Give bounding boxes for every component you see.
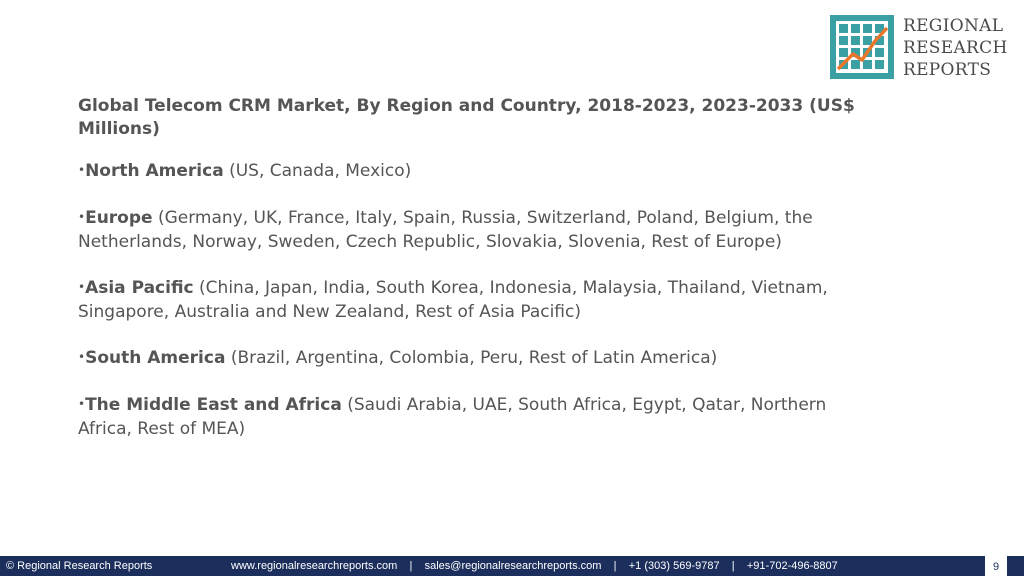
footer-contacts: www.regionalresearchreports.com | sales@… [231, 560, 838, 572]
region-item: •Europe (Germany, UK, France, Italy, Spa… [78, 207, 868, 254]
footer-bar: © Regional Research Reports www.regional… [0, 556, 1024, 576]
bullet-icon: • [78, 163, 86, 177]
footer-copyright: © Regional Research Reports [6, 560, 153, 572]
logo-line: REGIONAL [903, 16, 1004, 36]
region-name: Asia Pacific [85, 278, 194, 298]
logo-line: REPORTS [903, 60, 992, 80]
region-countries: (Germany, UK, France, Italy, Spain, Russ… [78, 208, 813, 252]
logo-chart-icon [830, 15, 894, 79]
region-name: Europe [85, 208, 153, 228]
region-item: •North America (US, Canada, Mexico) [78, 160, 868, 184]
company-logo: REGIONAL RESEARCH REPORTS [829, 14, 1009, 82]
region-countries: (China, Japan, India, South Korea, Indon… [78, 278, 828, 322]
bullet-icon: • [78, 350, 86, 364]
bullet-icon: • [78, 397, 86, 411]
slide-title: Global Telecom CRM Market, By Region and… [78, 96, 855, 139]
region-countries: (US, Canada, Mexico) [223, 161, 412, 181]
logo-wordmark: REGIONAL RESEARCH REPORTS [903, 15, 1008, 81]
region-name: South America [85, 348, 226, 368]
bullet-icon: • [78, 210, 86, 224]
region-name: The Middle East and Africa [85, 395, 342, 415]
page-number: 9 [985, 556, 1007, 576]
region-item: •The Middle East and Africa (Saudi Arabi… [78, 394, 868, 441]
region-item: •South America (Brazil, Argentina, Colom… [78, 347, 868, 371]
region-name: North America [85, 161, 224, 181]
bullet-icon: • [78, 280, 86, 294]
region-item: •Asia Pacific (China, Japan, India, Sout… [78, 277, 868, 324]
region-countries: (Saudi Arabia, UAE, South Africa, Egypt,… [78, 395, 827, 439]
region-countries: (Brazil, Argentina, Colombia, Peru, Rest… [225, 348, 718, 368]
slide-content: Global Telecom CRM Market, By Region and… [78, 95, 868, 464]
logo-line: RESEARCH [903, 38, 1008, 58]
